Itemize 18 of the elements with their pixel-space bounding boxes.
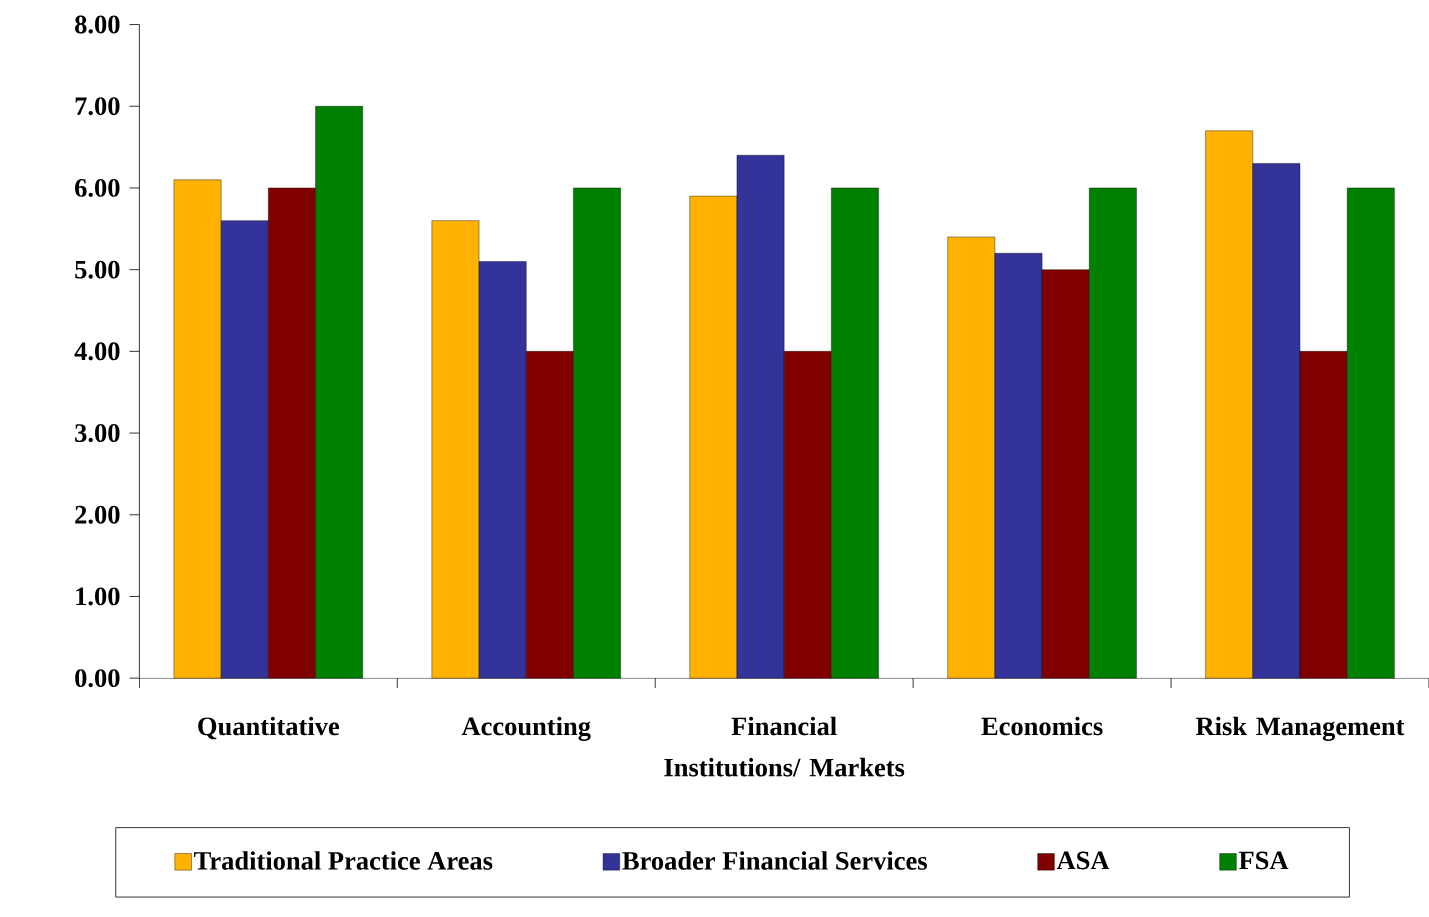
- x-tick-label: Risk Management: [1195, 716, 1405, 742]
- legend-label: Broader Financial Services: [622, 851, 927, 870]
- legend-label: ASA: [1056, 851, 1110, 870]
- y-tick-label: 5.00: [75, 260, 120, 279]
- x-tick-label: Quantitative: [198, 716, 340, 740]
- y-tick-label: 2.00: [75, 505, 120, 524]
- x-tick-label: Accounting: [461, 716, 591, 742]
- y-tick-label: 8.00: [75, 15, 120, 34]
- y-tick-label: 4.00: [74, 342, 120, 361]
- y-tick-label: 3.00: [75, 424, 120, 443]
- y-tick-label: 1.00: [76, 587, 120, 606]
- y-tick-label: 6.00: [75, 179, 120, 198]
- y-tick-label: 7.00: [75, 97, 120, 116]
- legend-label: FSA: [1238, 851, 1289, 870]
- legend-label: Traditional Practice Areas: [194, 851, 493, 870]
- y-tick-label: 0.00: [75, 669, 120, 688]
- x-tick-label: Financial Institutions/ Markets: [664, 716, 905, 777]
- x-tick-label: Economics: [981, 716, 1103, 736]
